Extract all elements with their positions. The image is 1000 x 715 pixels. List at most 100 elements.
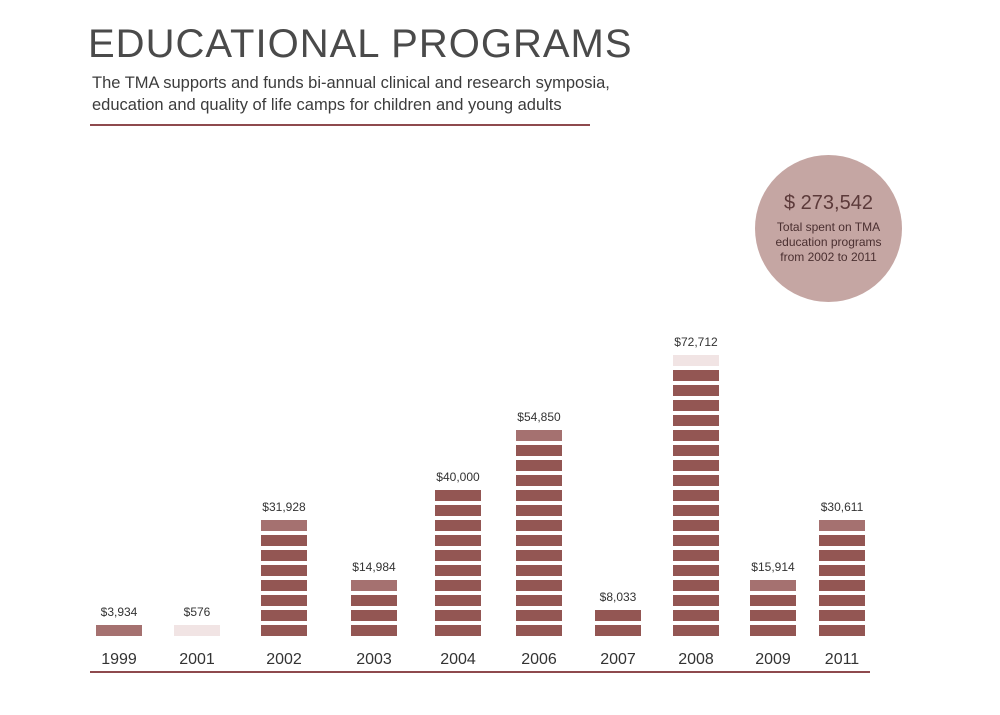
category-label: 1999	[101, 651, 137, 668]
bar-block	[673, 490, 719, 501]
bar-block	[595, 610, 641, 621]
category-label: 2011	[825, 651, 860, 668]
bar-block	[819, 595, 865, 606]
bar-block	[516, 565, 562, 576]
bar-block	[819, 535, 865, 546]
value-label: $72,712	[674, 335, 718, 349]
bar-block	[516, 520, 562, 531]
bar-block	[261, 595, 307, 606]
value-label: $54,850	[517, 410, 561, 424]
bar-block-partial	[750, 580, 796, 591]
page-subtitle: The TMA supports and funds bi-annual cli…	[92, 72, 652, 116]
subtitle-line: education and quality of life camps for …	[92, 96, 562, 114]
bar-block	[435, 595, 481, 606]
value-label: $3,934	[101, 605, 138, 619]
category-label: 2009	[755, 651, 791, 668]
bar-block	[435, 505, 481, 516]
bar-block	[673, 595, 719, 606]
bar-block	[435, 535, 481, 546]
total-description: Total spent on TMA education programs fr…	[775, 220, 881, 265]
total-description-line: from 2002 to 2011	[780, 250, 877, 264]
bar-block	[261, 550, 307, 561]
title-divider	[90, 124, 590, 126]
bar-block	[819, 610, 865, 621]
bar-block-partial	[351, 580, 397, 591]
value-label: $30,611	[821, 500, 864, 514]
value-label: $31,928	[262, 500, 306, 514]
bar-block-partial	[673, 355, 719, 366]
bar-block	[819, 550, 865, 561]
bar-block	[516, 505, 562, 516]
total-amount: $ 273,542	[784, 192, 873, 214]
bar-block	[516, 490, 562, 501]
bar-block-partial	[174, 625, 220, 636]
bar-block	[673, 610, 719, 621]
bar-block	[673, 520, 719, 531]
bar-block	[750, 610, 796, 621]
value-label: $576	[184, 605, 211, 619]
bar-block-partial	[516, 430, 562, 441]
bar-block	[819, 565, 865, 576]
bar-block-partial	[96, 625, 142, 636]
bar-block	[595, 625, 641, 636]
category-label: 2001	[179, 651, 215, 668]
bar-block	[516, 580, 562, 591]
bar-block	[673, 505, 719, 516]
bar-block	[435, 580, 481, 591]
bar-block	[673, 385, 719, 396]
bar-block	[673, 445, 719, 456]
bar-block	[516, 610, 562, 621]
bar-block	[673, 430, 719, 441]
bar-block	[261, 610, 307, 621]
bar-block	[673, 580, 719, 591]
bar-block	[435, 610, 481, 621]
value-label: $8,033	[600, 590, 637, 604]
bar-block	[516, 550, 562, 561]
page-title: EDUCATIONAL PROGRAMS	[88, 22, 633, 66]
bar-block	[673, 535, 719, 546]
bar-block	[516, 460, 562, 471]
category-label: 2003	[356, 651, 392, 668]
bar-block	[673, 400, 719, 411]
bar-block	[750, 595, 796, 606]
x-axis-line	[90, 671, 870, 673]
category-label: 2004	[440, 651, 476, 668]
bar-block-partial	[819, 520, 865, 531]
bar-block-partial	[261, 520, 307, 531]
bar-block	[351, 595, 397, 606]
bar-block	[819, 625, 865, 636]
bar-block	[516, 625, 562, 636]
bar-block	[261, 625, 307, 636]
category-label: 2007	[600, 651, 636, 668]
category-label: 2006	[521, 651, 557, 668]
bar-block	[673, 550, 719, 561]
bar-block	[516, 595, 562, 606]
total-description-line: Total spent on TMA	[776, 220, 881, 234]
bar-block	[516, 475, 562, 486]
total-description-line: education programs	[775, 235, 882, 249]
bar-block	[673, 475, 719, 486]
category-label: 2002	[266, 651, 302, 668]
category-label: 2008	[678, 651, 714, 668]
bar-block	[673, 625, 719, 636]
bar-block	[673, 415, 719, 426]
bar-block	[516, 535, 562, 546]
bar-block	[435, 490, 481, 501]
bar-block	[435, 625, 481, 636]
bar-block	[673, 370, 719, 381]
bar-block	[673, 460, 719, 471]
bar-block	[750, 625, 796, 636]
value-label: $40,000	[436, 470, 480, 484]
bar-block	[261, 565, 307, 576]
bar-block	[435, 565, 481, 576]
bar-block	[351, 610, 397, 621]
bar-block	[435, 550, 481, 561]
subtitle-line: The TMA supports and funds bi-annual cli…	[92, 74, 610, 92]
bar-block	[819, 580, 865, 591]
bar-block	[435, 520, 481, 531]
bar-block	[261, 535, 307, 546]
bar-block	[516, 445, 562, 456]
bar-block	[351, 625, 397, 636]
total-spent-circle: $ 273,542 Total spent on TMA education p…	[755, 155, 902, 302]
